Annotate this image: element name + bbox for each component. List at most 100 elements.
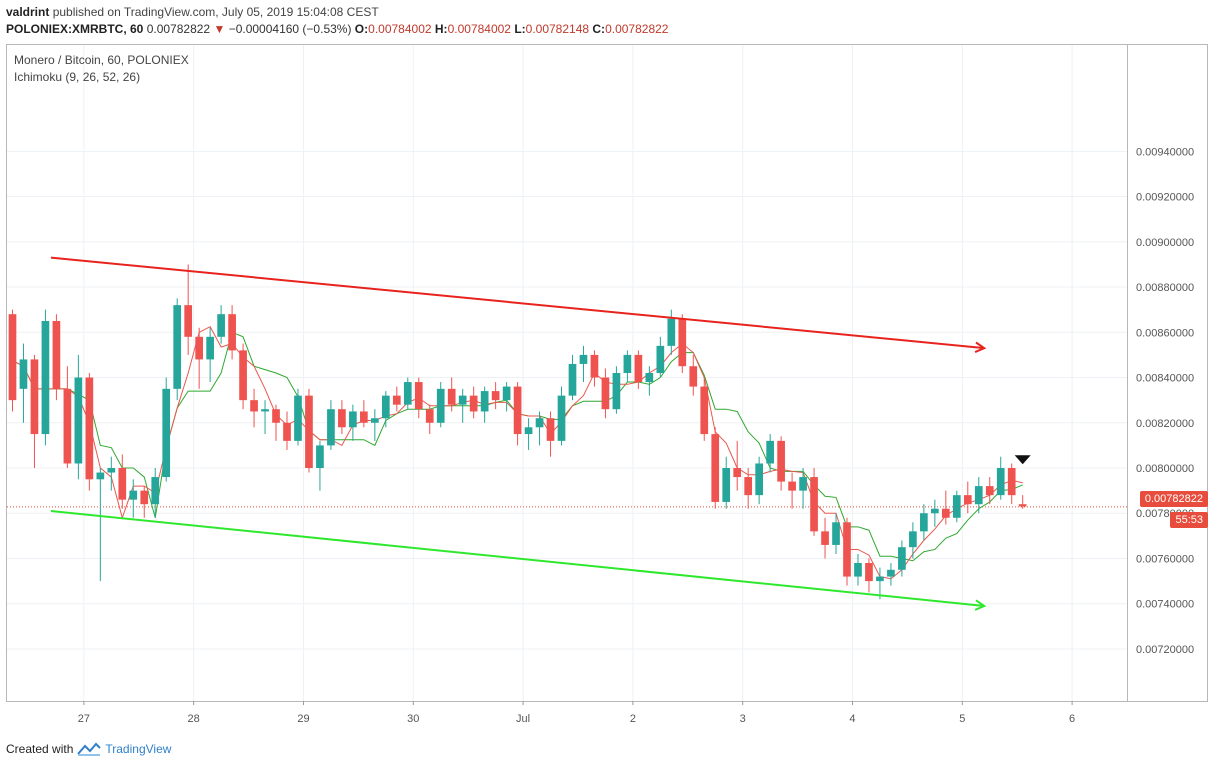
candle-body bbox=[349, 411, 357, 428]
candle-body bbox=[8, 314, 17, 401]
resistance-trend-line-arrowhead bbox=[974, 341, 987, 353]
candle-body bbox=[601, 377, 610, 410]
candle-body bbox=[799, 477, 807, 491]
candle-body bbox=[722, 468, 731, 502]
candle-body bbox=[272, 409, 280, 423]
candle-body bbox=[129, 490, 138, 500]
price-axis-frame[interactable] bbox=[1128, 44, 1208, 702]
candle-body bbox=[151, 477, 160, 505]
candle-body bbox=[513, 386, 522, 435]
x-tick-label: 5 bbox=[959, 713, 965, 725]
candle-body bbox=[535, 418, 544, 428]
candle-body bbox=[974, 486, 983, 505]
candle-body bbox=[612, 373, 621, 410]
candle-body bbox=[338, 409, 346, 428]
created-with-text: Created with bbox=[6, 742, 74, 756]
candle-body bbox=[162, 388, 171, 478]
candle-body bbox=[458, 395, 467, 405]
candle-body bbox=[744, 477, 753, 496]
y-tick-label: 0.00800000 bbox=[1136, 463, 1194, 475]
candle-body bbox=[963, 495, 972, 505]
support-trend-line bbox=[50, 509, 985, 607]
candle-body bbox=[107, 468, 116, 473]
tradingview-brand[interactable]: TradingView bbox=[105, 742, 172, 756]
y-tick-label: 0.00740000 bbox=[1136, 599, 1194, 611]
last-price: 0.00782822 bbox=[146, 22, 211, 36]
candle-body bbox=[74, 377, 83, 464]
candle-body bbox=[711, 434, 720, 502]
candle-body bbox=[623, 354, 632, 373]
x-tick-label: 29 bbox=[297, 713, 309, 725]
candle-body bbox=[931, 508, 939, 514]
y-tick-label: 0.00820000 bbox=[1136, 418, 1194, 430]
x-tick-label: 6 bbox=[1069, 713, 1075, 725]
bar-countdown-tag: 55:53 bbox=[1170, 512, 1208, 528]
candle-body bbox=[502, 386, 511, 401]
candle-body bbox=[327, 409, 335, 446]
candle-body bbox=[403, 382, 412, 405]
x-tick-label: 28 bbox=[188, 713, 200, 725]
candle-body bbox=[228, 314, 236, 351]
candle-body bbox=[909, 531, 917, 548]
candle-body bbox=[41, 320, 50, 435]
candle-body bbox=[667, 318, 676, 346]
candle-body bbox=[250, 400, 258, 412]
candle-body bbox=[261, 409, 269, 412]
high-value: 0.00784002 bbox=[447, 22, 511, 36]
resistance-trend-line bbox=[50, 256, 985, 350]
candle-body bbox=[96, 472, 105, 480]
y-tick-label: 0.00880000 bbox=[1136, 282, 1194, 294]
y-tick-label: 0.00940000 bbox=[1136, 146, 1194, 158]
down-arrow-icon: ▼ bbox=[213, 22, 226, 36]
candle-body bbox=[491, 391, 500, 401]
candle-body bbox=[821, 531, 829, 545]
candle-body bbox=[52, 320, 61, 389]
author-name[interactable]: valdrint bbox=[6, 5, 50, 19]
candle-body bbox=[381, 395, 390, 419]
candle-body bbox=[1007, 468, 1016, 496]
chart-frame bbox=[6, 44, 1128, 702]
current-price-tag: 0.00782822 bbox=[1139, 491, 1208, 507]
y-tick-label: 0.00920000 bbox=[1136, 192, 1194, 204]
pair-title: Monero / Bitcoin, 60, POLONIEX bbox=[14, 53, 189, 67]
candle-body bbox=[985, 486, 994, 496]
candle-body bbox=[414, 382, 423, 410]
candle-body bbox=[645, 373, 654, 383]
candle-body bbox=[447, 388, 456, 405]
candle-body bbox=[118, 468, 127, 500]
candle-body bbox=[425, 409, 434, 423]
support-trend-line-arrowhead bbox=[974, 599, 987, 611]
candle-body bbox=[557, 395, 566, 441]
candle-body bbox=[371, 418, 379, 423]
low-value: 0.00782148 bbox=[525, 22, 590, 36]
candle-body bbox=[469, 395, 478, 412]
y-tick-label: 0.00860000 bbox=[1136, 327, 1194, 339]
candle-body bbox=[920, 513, 928, 532]
x-tick-label: Jul bbox=[516, 713, 530, 725]
candle-body bbox=[898, 547, 906, 570]
candle-body bbox=[941, 508, 950, 518]
candle-body bbox=[678, 318, 687, 367]
candle-body bbox=[733, 468, 742, 478]
candle-body bbox=[766, 440, 774, 464]
candle-body bbox=[524, 427, 533, 435]
high-label: H: bbox=[434, 22, 448, 36]
tradingview-logo-icon bbox=[77, 742, 102, 756]
candle-body bbox=[865, 563, 873, 582]
indicator-label[interactable]: Ichimoku (9, 26, 52, 26) bbox=[14, 70, 141, 84]
open-label: O: bbox=[354, 22, 369, 36]
candle-body bbox=[634, 354, 643, 383]
candle-body bbox=[777, 440, 785, 482]
x-tick-label: 3 bbox=[740, 713, 746, 725]
x-tick-label: 27 bbox=[78, 713, 90, 725]
candle-body bbox=[568, 363, 577, 396]
y-tick-label: 0.00720000 bbox=[1136, 644, 1194, 656]
price-change: −0.00004160 (−0.53%) bbox=[228, 22, 352, 36]
candle-body bbox=[755, 463, 763, 496]
x-tick-label: 4 bbox=[849, 713, 855, 725]
candle-body bbox=[843, 522, 851, 577]
low-label: L: bbox=[514, 22, 526, 36]
candle-body bbox=[19, 359, 28, 389]
candle-body bbox=[294, 395, 302, 441]
